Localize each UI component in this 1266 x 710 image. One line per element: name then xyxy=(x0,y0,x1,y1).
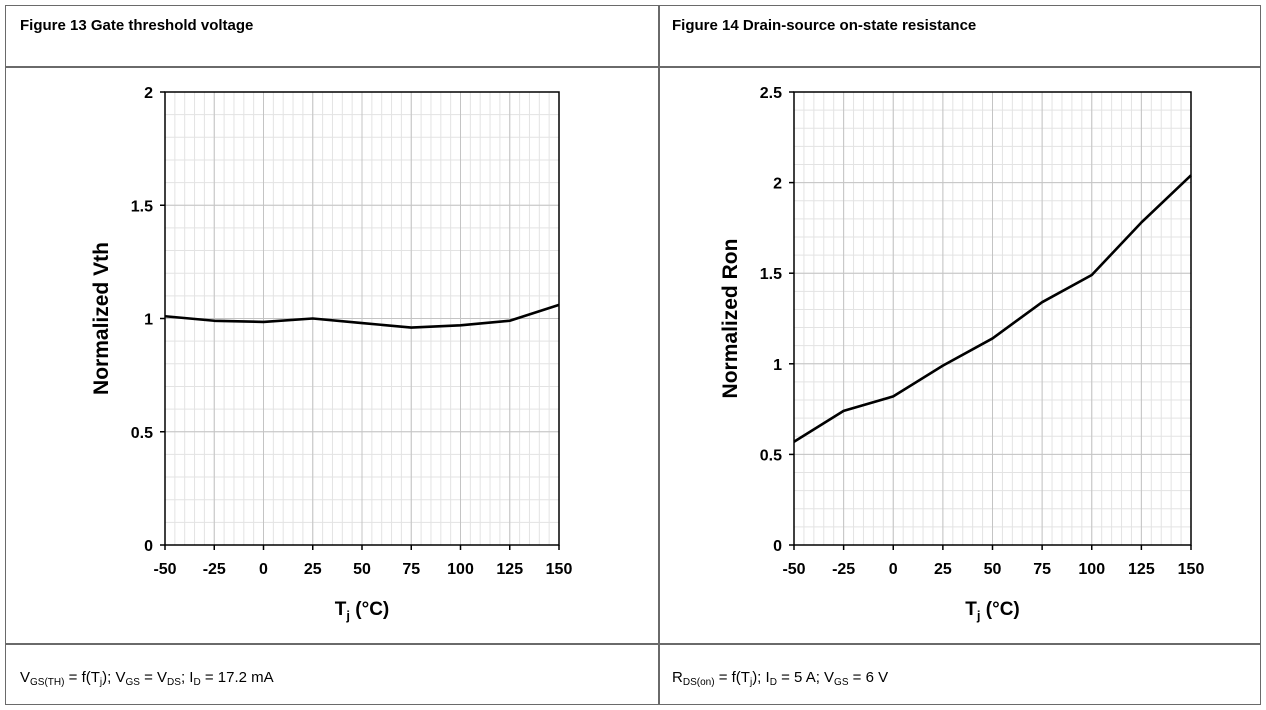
figure-13-title: Figure 13 Gate threshold voltage xyxy=(20,17,254,34)
column-divider xyxy=(658,6,660,704)
figure-14-conditions: RDS(on) = f(Tj); ID = 5 A; VGS = 6 V xyxy=(672,669,889,688)
footer-divider xyxy=(6,643,1260,645)
figure-14-title: Figure 14 Drain-source on-state resistan… xyxy=(672,17,977,34)
figure-13-conditions: VGS(TH) = f(Tj); VGS = VDS; ID = 17.2 mA xyxy=(20,669,274,688)
header-divider xyxy=(6,66,1260,68)
figure-table xyxy=(5,5,1261,705)
